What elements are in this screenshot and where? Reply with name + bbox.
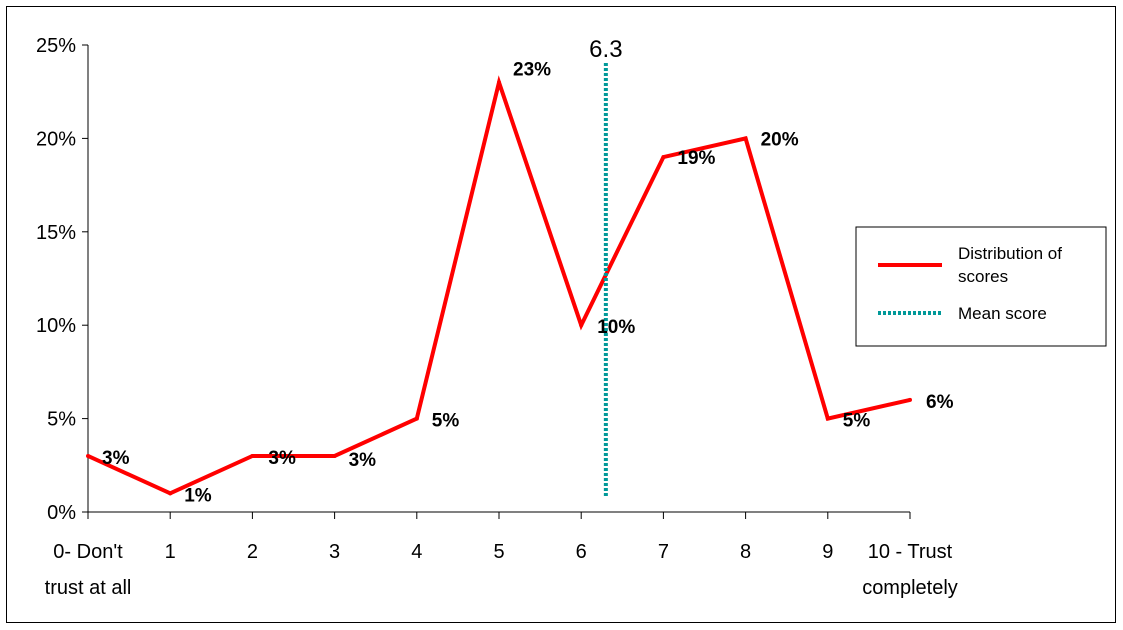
data-point xyxy=(414,416,419,421)
x-tick-label: 4 xyxy=(411,541,422,563)
mean-layer: 6.3 xyxy=(589,36,623,497)
x-tick-label: 7 xyxy=(658,541,669,563)
data-labels: 3% 1% 3% 3% 5% 23% 10% 19% 20% 5% 6% xyxy=(102,59,954,506)
x-tick-label: completely xyxy=(862,577,958,599)
x-tick-label: 10 - Trust xyxy=(868,541,953,563)
x-tick-label: 9 xyxy=(822,541,833,563)
legend-label-distribution: scores xyxy=(958,267,1008,286)
x-axis: 0- Don't trust at all 1 2 3 4 5 6 7 8 9 10 - Trust c… xyxy=(45,511,958,599)
data-label: 5% xyxy=(843,411,871,432)
data-point xyxy=(497,80,501,85)
data-label: 23% xyxy=(513,59,551,80)
x-tick-label: 3 xyxy=(329,541,340,563)
data-point xyxy=(250,453,255,458)
data-point xyxy=(86,453,90,458)
data-label: 19% xyxy=(677,148,715,169)
y-tick-label: 0% xyxy=(47,502,76,524)
legend: Distribution of scores Mean score xyxy=(855,226,1107,347)
x-tick-label: trust at all xyxy=(45,577,132,599)
y-axis: 0% 5% 10% 15% 20% 25% xyxy=(36,35,89,524)
y-tick-label: 10% xyxy=(36,315,76,337)
data-point xyxy=(743,136,748,141)
y-tick-label: 25% xyxy=(36,35,76,57)
data-point xyxy=(332,453,337,458)
data-point xyxy=(579,323,584,328)
legend-box xyxy=(855,226,1107,347)
data-point xyxy=(908,397,912,402)
data-point xyxy=(661,155,666,160)
x-tick-label: 5 xyxy=(493,541,504,563)
y-tick-label: 5% xyxy=(47,409,76,431)
legend-label-mean: Mean score xyxy=(958,304,1047,323)
data-label: 6% xyxy=(926,392,954,413)
x-tick-label: 8 xyxy=(740,541,751,563)
data-label: 20% xyxy=(761,129,799,150)
data-label: 10% xyxy=(597,317,635,338)
y-tick-label: 20% xyxy=(36,128,76,150)
data-point xyxy=(825,416,830,421)
legend-label-distribution: Distribution of xyxy=(958,244,1062,263)
mean-value-label: 6.3 xyxy=(589,36,622,63)
x-tick-label: 0- Don't xyxy=(53,541,123,563)
x-tick-label: 2 xyxy=(247,541,258,563)
data-label: 3% xyxy=(102,448,130,469)
x-tick-label: 6 xyxy=(576,541,587,563)
y-tick-label: 15% xyxy=(36,222,76,244)
data-point xyxy=(168,491,173,496)
data-label: 3% xyxy=(268,448,296,469)
data-label: 1% xyxy=(184,485,212,506)
x-tick-label: 1 xyxy=(165,541,176,563)
data-label: 5% xyxy=(432,411,460,432)
data-label: 3% xyxy=(349,450,377,471)
series-layer xyxy=(86,75,912,496)
